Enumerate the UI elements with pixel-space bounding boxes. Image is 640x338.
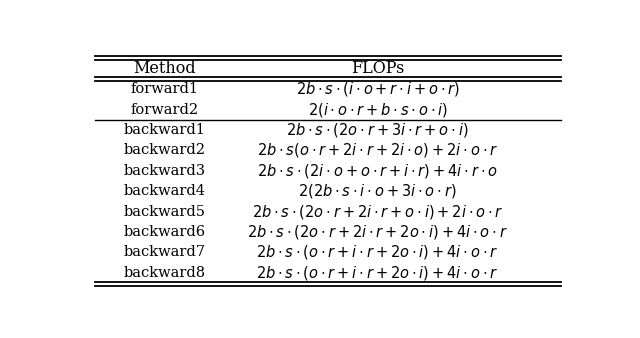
Text: $2b \cdot s \cdot (2o \cdot r + 2i \cdot r + o \cdot i) + 2i \cdot o \cdot r$: $2b \cdot s \cdot (2o \cdot r + 2i \cdot… [252,202,504,220]
Text: backward4: backward4 [124,184,205,198]
Text: forward2: forward2 [131,103,198,117]
Text: backward7: backward7 [124,245,205,259]
Text: forward1: forward1 [131,82,198,96]
Text: $2(i \cdot o \cdot r + b \cdot s \cdot o \cdot i)$: $2(i \cdot o \cdot r + b \cdot s \cdot o… [308,101,447,119]
Text: backward6: backward6 [124,225,205,239]
Text: $2b \cdot s \cdot (i \cdot o + r \cdot i + o \cdot r)$: $2b \cdot s \cdot (i \cdot o + r \cdot i… [296,80,460,98]
Text: $2b \cdot s(o \cdot r + 2i \cdot r + 2i \cdot o) + 2i \cdot o \cdot r$: $2b \cdot s(o \cdot r + 2i \cdot r + 2i … [257,141,499,160]
Text: $2b \cdot s \cdot (2i \cdot o + o \cdot r + i \cdot r) + 4i \cdot r \cdot o$: $2b \cdot s \cdot (2i \cdot o + o \cdot … [257,162,498,180]
Text: $2(2b \cdot s \cdot i \cdot o + 3i \cdot o \cdot r)$: $2(2b \cdot s \cdot i \cdot o + 3i \cdot… [298,182,457,200]
Text: $2b \cdot s \cdot (o \cdot r + i \cdot r + 2o \cdot i) + 4i \cdot o \cdot r$: $2b \cdot s \cdot (o \cdot r + i \cdot r… [257,264,499,282]
Text: backward3: backward3 [124,164,205,178]
Text: $2b \cdot s \cdot (o \cdot r + i \cdot r + 2o \cdot i) + 4i \cdot o \cdot r$: $2b \cdot s \cdot (o \cdot r + i \cdot r… [257,243,499,261]
Text: $2b \cdot s \cdot (2o \cdot r + 3i \cdot r + o \cdot i)$: $2b \cdot s \cdot (2o \cdot r + 3i \cdot… [286,121,469,139]
Text: backward5: backward5 [124,204,205,219]
Text: backward1: backward1 [124,123,205,137]
Text: backward8: backward8 [124,266,205,280]
Text: $2b \cdot s \cdot (2o \cdot r + 2i \cdot r + 2o \cdot i) + 4i \cdot o \cdot r$: $2b \cdot s \cdot (2o \cdot r + 2i \cdot… [247,223,508,241]
Text: Method: Method [133,61,196,77]
Text: backward2: backward2 [124,143,205,158]
Text: FLOPs: FLOPs [351,61,404,77]
